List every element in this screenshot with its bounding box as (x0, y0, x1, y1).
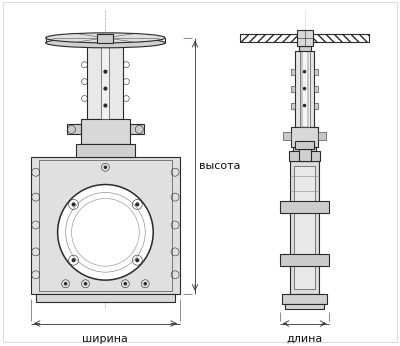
Bar (240, 34, 304, 42)
Bar (300, 51, 310, 127)
Bar (130, 125, 144, 134)
Circle shape (72, 203, 75, 206)
Bar (283, 133, 290, 140)
Text: длина: длина (286, 334, 323, 344)
Bar (294, 51, 314, 127)
Bar (280, 254, 330, 266)
Bar (314, 85, 318, 92)
Ellipse shape (46, 38, 165, 48)
Bar (102, 43, 110, 119)
Circle shape (303, 88, 306, 90)
Bar (76, 144, 135, 157)
Circle shape (124, 283, 126, 285)
Circle shape (136, 259, 139, 262)
Bar (66, 125, 80, 134)
Circle shape (104, 70, 107, 73)
Circle shape (58, 184, 153, 280)
Bar (290, 127, 318, 147)
Bar (298, 46, 310, 51)
Bar (31, 157, 180, 294)
Bar (294, 142, 314, 149)
Bar (290, 161, 320, 294)
Bar (240, 34, 304, 42)
Bar (39, 160, 172, 291)
Bar (318, 133, 326, 140)
Bar (304, 34, 369, 42)
Circle shape (64, 283, 67, 285)
Bar (290, 102, 294, 109)
Bar (80, 119, 130, 144)
Bar (280, 201, 330, 213)
Bar (290, 69, 294, 75)
Bar (285, 304, 324, 309)
Ellipse shape (46, 33, 165, 43)
Circle shape (104, 166, 107, 169)
Text: ширина: ширина (82, 334, 128, 344)
Bar (290, 85, 294, 92)
Bar (88, 43, 123, 119)
Bar (98, 34, 113, 43)
Bar (36, 294, 175, 302)
Circle shape (72, 199, 139, 266)
Bar (289, 151, 320, 161)
Bar (292, 147, 316, 155)
Bar (304, 34, 369, 42)
Text: высота: высота (199, 161, 240, 171)
Bar (296, 30, 312, 46)
Bar (314, 102, 318, 109)
Circle shape (72, 259, 75, 262)
Bar (282, 294, 328, 304)
Circle shape (144, 283, 146, 285)
Circle shape (303, 71, 306, 73)
Bar (302, 51, 308, 127)
Bar (298, 149, 310, 161)
Circle shape (104, 87, 107, 90)
Circle shape (84, 283, 87, 285)
Bar (282, 294, 328, 304)
Bar (314, 69, 318, 75)
Circle shape (303, 104, 306, 107)
Circle shape (136, 203, 139, 206)
Circle shape (104, 104, 107, 107)
Bar (294, 166, 316, 289)
